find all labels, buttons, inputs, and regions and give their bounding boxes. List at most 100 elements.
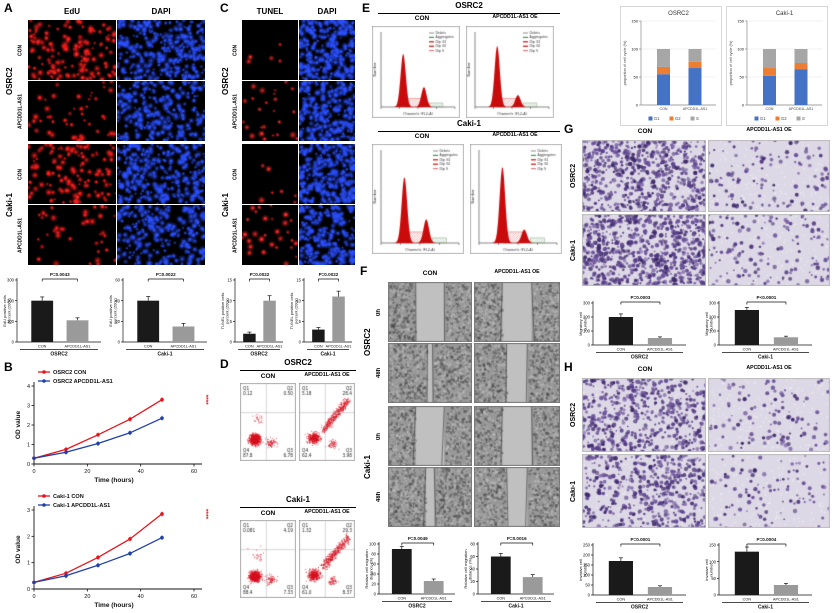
panel-label-d: D	[220, 357, 229, 371]
row-group-caki1-h: Caki-1	[570, 480, 577, 502]
svg-text:0: 0	[27, 462, 30, 468]
group-header-osrc2-e: OSRC2	[455, 1, 483, 10]
row-label-0h: 0h	[376, 308, 382, 316]
svg-text:0: 0	[299, 340, 302, 345]
svg-text:proportion of cell cycle (%): proportion of cell cycle (%)	[623, 40, 627, 85]
column-header-oe: APCDD1L-AS1 OE	[304, 372, 350, 378]
cell-cycle-stacked-bar-osrc2: OSRC2 0 50 100 150 proportion of cell cycle (…	[620, 6, 722, 126]
tunel-micrograph	[242, 81, 298, 141]
column-header-con: CON	[260, 373, 276, 380]
svg-text:S: S	[802, 116, 805, 121]
svg-text:CON: CON	[398, 597, 407, 601]
row-group-osrc2-c: OSRC2	[221, 67, 230, 95]
svg-text:Migratory cell: Migratory cell	[578, 312, 583, 336]
svg-text:150: 150	[737, 19, 744, 24]
column-header-oe: APCDD1L-AS1 OE	[494, 269, 540, 275]
svg-text:P=0.0004: P=0.0004	[757, 537, 777, 542]
panel-label-h: H	[564, 360, 573, 374]
row-label-48h: 48h	[376, 367, 382, 379]
svg-text:APCDD1L-AS1: APCDD1L-AS1	[773, 598, 799, 602]
svg-text:P=0.0022: P=0.0022	[250, 272, 270, 277]
column-header-oe: APCDD1L-AS1 OE	[492, 132, 538, 138]
svg-text:S: S	[696, 116, 699, 121]
svg-text:Time (hours): Time (hours)	[94, 602, 133, 609]
column-header-con: CON	[637, 366, 653, 373]
edu-micrograph	[28, 81, 116, 141]
svg-text:3: 3	[27, 508, 30, 514]
svg-text:P=0.0022: P=0.0022	[156, 272, 176, 277]
column-header-con: CON	[414, 15, 430, 22]
migration-transwell-image	[582, 214, 706, 286]
svg-text:number: number	[709, 563, 714, 577]
svg-text:0: 0	[32, 594, 35, 600]
row-label-as1: APCDD1L-AS1	[17, 93, 24, 129]
group-divider	[378, 131, 560, 132]
dapi-micrograph	[299, 20, 355, 80]
column-header-tunel: TUNEL	[256, 7, 284, 16]
migration-transwell-image	[582, 140, 706, 212]
svg-text:40: 40	[371, 572, 376, 577]
svg-text:0: 0	[742, 103, 745, 108]
svg-text:CON: CON	[144, 345, 153, 349]
svg-text:4: 4	[27, 384, 30, 390]
svg-text:10: 10	[296, 298, 301, 303]
svg-text:20: 20	[84, 594, 90, 600]
column-header-oe: APCDD1L-AS1 OE	[492, 14, 538, 20]
apoptosis-flow-plot	[240, 383, 296, 461]
svg-text:0: 0	[32, 469, 35, 475]
svg-text:APCDD1L-AS1: APCDD1L-AS1	[170, 345, 196, 349]
svg-text:OSRC2 APCDD1L-AS1: OSRC2 APCDD1L-AS1	[53, 379, 113, 385]
column-header-oe: APCDD1L-AS1 OE	[746, 127, 792, 133]
svg-text:Relative cell migration: Relative cell migration	[364, 549, 369, 588]
svg-text:CON: CON	[314, 345, 323, 349]
svg-text:3: 3	[27, 404, 30, 410]
svg-text:0: 0	[12, 340, 15, 345]
svg-text:percent (200x): percent (200x)	[225, 297, 230, 323]
panel-label-e: E	[362, 1, 371, 15]
invasion-transwell-image	[708, 378, 830, 452]
svg-text:Caki-1 APCDD1L-AS1: Caki-1 APCDD1L-AS1	[53, 503, 110, 509]
wound-image	[388, 467, 472, 527]
svg-text:60: 60	[371, 562, 376, 567]
svg-text:OSRC2: OSRC2	[631, 355, 648, 361]
svg-text:Caki-1 CON: Caki-1 CON	[53, 494, 84, 500]
apoptosis-flow-plot	[299, 383, 355, 461]
svg-text:EdU positive cells: EdU positive cells	[2, 295, 7, 327]
edu-micrograph	[28, 205, 116, 265]
tunel-bar-chart-caki1: 0 5 10 15 TUNEL positive cells percent (200x)…	[289, 267, 356, 359]
svg-text:EdU positive cells: EdU positive cells	[108, 295, 113, 327]
svg-text:P=0.0049: P=0.0049	[408, 536, 428, 541]
svg-text:Invasive cell: Invasive cell	[578, 559, 583, 581]
row-label-as1: APCDD1L-AS1	[232, 93, 239, 129]
svg-text:80: 80	[371, 552, 376, 557]
row-label-as1: APCDD1L-AS1	[232, 217, 239, 253]
svg-text:CON: CON	[743, 348, 752, 352]
migration-distance-chart-caki1: 0 20 40 60 80 Relative cell migration distance…	[463, 531, 558, 611]
svg-text:OD value: OD value	[15, 535, 22, 564]
svg-text:OSRC2: OSRC2	[250, 352, 267, 358]
svg-text:TUNEL positive cells: TUNEL positive cells	[220, 293, 225, 330]
svg-text:G1: G1	[654, 116, 660, 121]
svg-text:OSRC2: OSRC2	[668, 11, 689, 17]
svg-text:Caki-1: Caki-1	[320, 352, 335, 358]
svg-text:0: 0	[473, 592, 476, 597]
svg-text:250: 250	[583, 543, 591, 548]
svg-text:P=0.0003: P=0.0003	[631, 295, 651, 300]
wound-image	[474, 343, 560, 403]
svg-text:APCDD1L-AS1: APCDD1L-AS1	[520, 597, 546, 601]
cell-cycle-histogram	[372, 26, 460, 118]
edu-micrograph	[28, 144, 116, 204]
svg-text:40: 40	[115, 298, 120, 303]
svg-text:10: 10	[227, 298, 232, 303]
svg-text:APCDD1L-AS1: APCDD1L-AS1	[683, 107, 708, 111]
svg-text:CON: CON	[743, 598, 752, 602]
svg-text:CON: CON	[617, 348, 626, 352]
migratory-count-chart-osrc2: 0 100 200 300 Migratory cell number CON APCDD1L…	[578, 290, 690, 362]
svg-text:0: 0	[588, 593, 591, 598]
svg-text:100: 100	[737, 47, 744, 52]
dapi-micrograph	[117, 81, 205, 141]
column-header-oe: APCDD1L-AS1 OE	[746, 365, 792, 371]
svg-text:OSRC2 CON: OSRC2 CON	[53, 370, 86, 376]
column-header-con: CON	[422, 270, 438, 277]
svg-text:****: ****	[202, 509, 209, 520]
